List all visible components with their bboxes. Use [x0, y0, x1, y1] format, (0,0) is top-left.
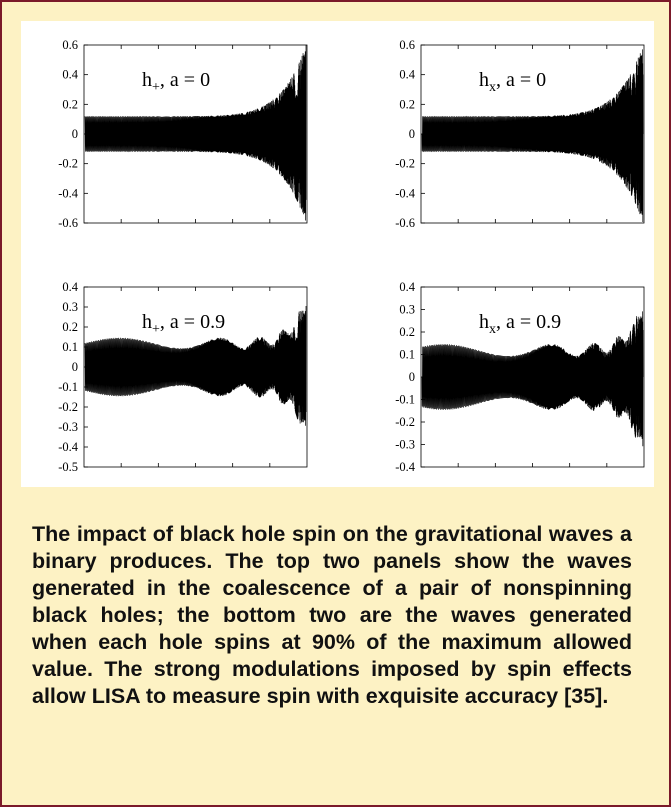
panel-label: hx, a = 0.9 — [479, 311, 561, 337]
y-tick-label: 0.6 — [399, 38, 415, 52]
panel-1: 0.6 0.4 0.2 0 -0.2 -0.4 -0.6 h+, a = 0 — [58, 38, 308, 230]
waveform-line — [421, 49, 644, 223]
y-tick-label: 0.4 — [399, 68, 415, 82]
y-tick-label: -0.4 — [395, 460, 416, 474]
waveform-line — [84, 306, 307, 426]
y-tick-label: -0.6 — [395, 216, 415, 230]
y-tick-label: -0.1 — [58, 380, 78, 394]
y-tick-label: -0.4 — [58, 186, 79, 200]
y-tick-label: -0.2 — [395, 415, 415, 429]
panel-2: 0.6 0.4 0.2 0 -0.2 -0.4 -0.6 hx, a = 0 — [395, 38, 645, 230]
y-tick-label: 0.2 — [62, 97, 78, 111]
y-tick-label: 0.3 — [399, 303, 415, 317]
y-tick-label: 0.4 — [399, 280, 415, 294]
figure-caption: The impact of black hole spin on the gra… — [32, 522, 632, 708]
panel-label: h+, a = 0 — [142, 69, 210, 95]
y-tick-label: -0.5 — [58, 460, 78, 474]
waveform-panels: 0.6 0.4 0.2 0 -0.2 -0.4 -0.6 h+, a = 0 0.6 0.4 0.2… — [58, 38, 645, 474]
y-tick-label: 0 — [409, 370, 415, 384]
y-tick-label: -0.3 — [395, 438, 415, 452]
y-tick-label: 0 — [72, 360, 78, 374]
y-tick-label: 0.1 — [62, 340, 78, 354]
panel-label: hx, a = 0 — [479, 69, 546, 95]
y-tick-label: 0.3 — [62, 300, 78, 314]
y-tick-label: 0.2 — [62, 320, 78, 334]
y-tick-label: 0 — [409, 127, 415, 141]
y-tick-label: 0.1 — [399, 348, 415, 362]
y-tick-label: -0.2 — [58, 157, 78, 171]
y-tick-label: 0.2 — [399, 97, 415, 111]
y-tick-label: -0.6 — [58, 216, 78, 230]
waveform-line — [84, 44, 307, 221]
y-tick-label: -0.4 — [58, 440, 79, 454]
y-tick-label: -0.2 — [58, 400, 78, 414]
panel-label: h+, a = 0.9 — [142, 311, 225, 337]
y-tick-label: 0.6 — [62, 38, 78, 52]
y-tick-label: -0.4 — [395, 186, 416, 200]
y-tick-label: 0.4 — [62, 68, 78, 82]
y-tick-label: 0.2 — [399, 325, 415, 339]
y-tick-label: -0.1 — [395, 393, 415, 407]
y-tick-label: 0.4 — [62, 280, 78, 294]
panel-4: 0.4 0.3 0.2 0.1 0 -0.1 -0.2 -0.3 -0.4 hx, a = 0.9 — [395, 280, 645, 474]
plot-area: 0.6 0.4 0.2 0 -0.2 -0.4 -0.6 h+, a = 0 0.6 0.4 0.2… — [21, 21, 654, 487]
y-tick-label: 0 — [72, 127, 78, 141]
y-tick-label: -0.3 — [58, 420, 78, 434]
waveform-line — [421, 311, 644, 447]
y-tick-label: -0.2 — [395, 157, 415, 171]
panel-3: 0.4 0.3 0.2 0.1 0 -0.1 -0.2 -0.3 -0.4 -0.5 h+, a =… — [58, 280, 308, 474]
